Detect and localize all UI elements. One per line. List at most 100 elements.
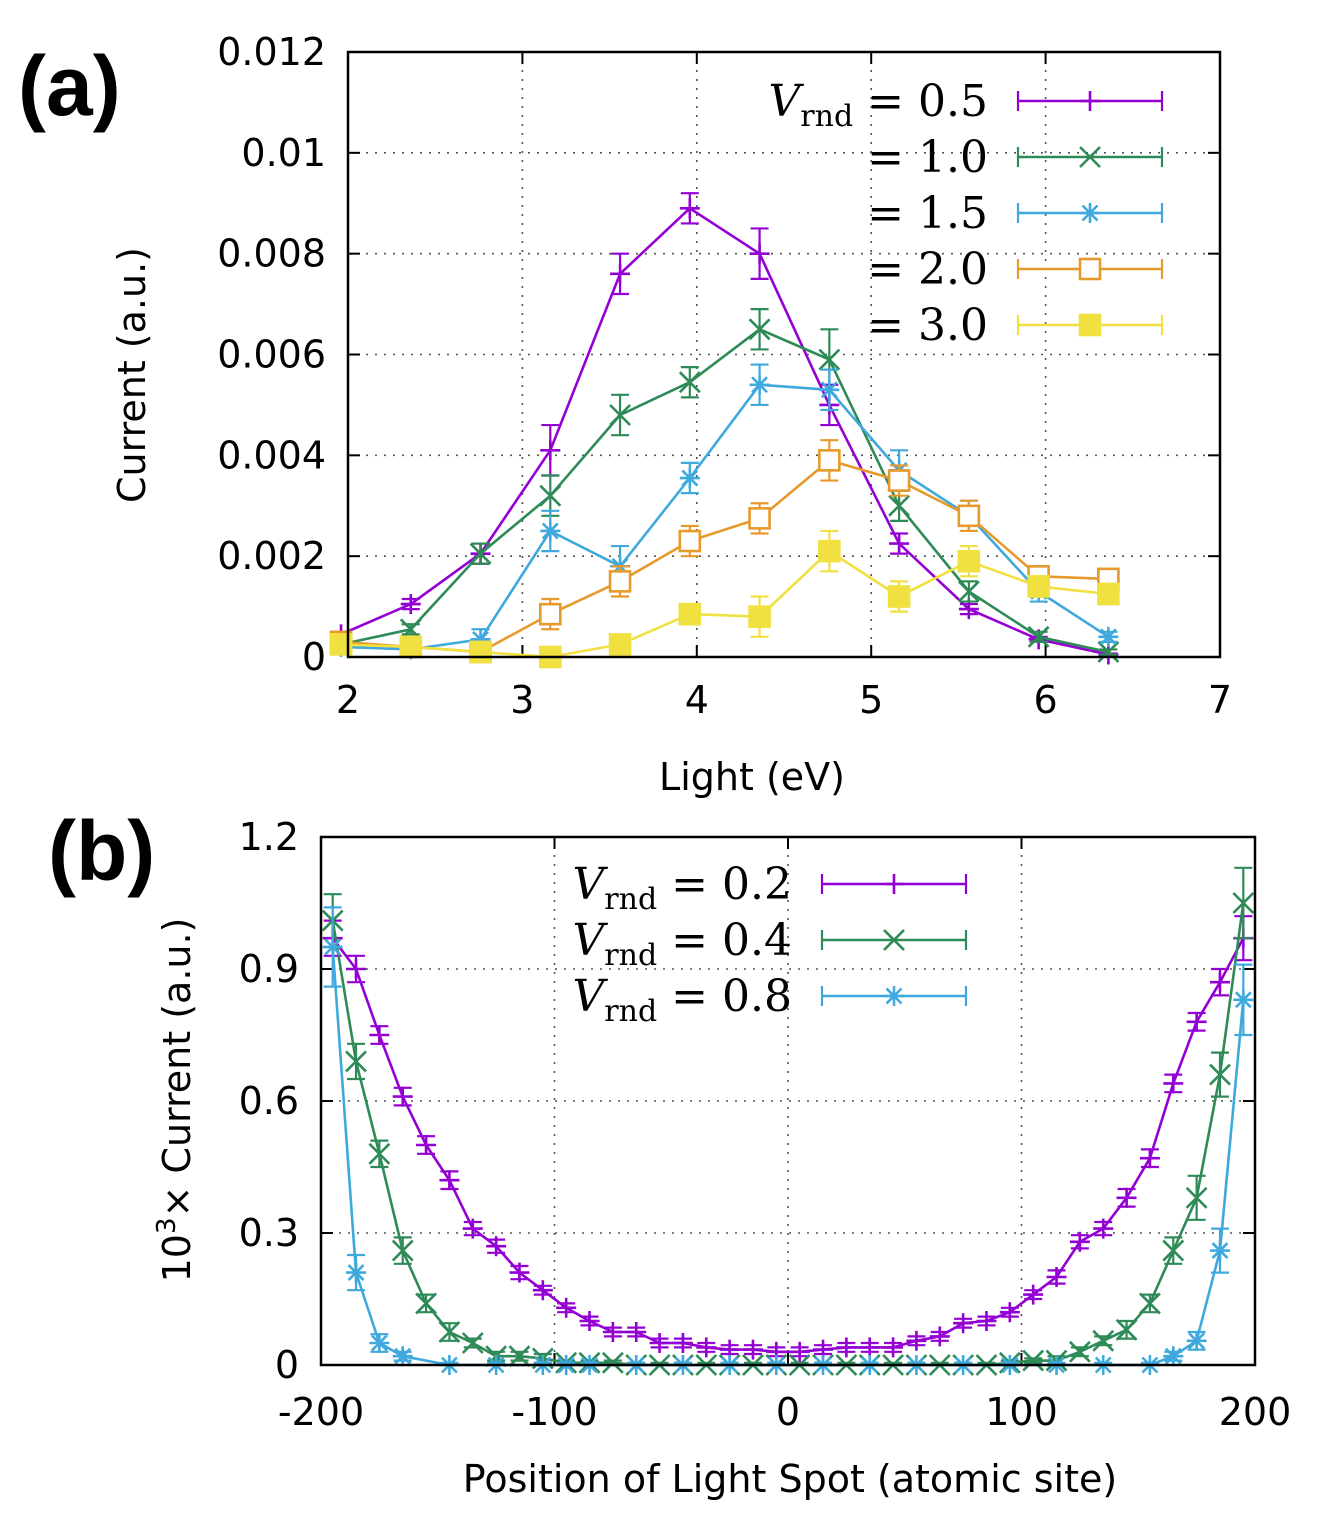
a-series-0 <box>331 192 1119 665</box>
a-point-1-9 <box>957 580 980 603</box>
a-point-1-2-d2 <box>469 542 492 565</box>
a-point-1-10-d2 <box>1027 625 1050 648</box>
b-legend-sub-0: rnd <box>604 882 657 917</box>
b-ytick-label-3: 0.9 <box>239 947 299 991</box>
a-point-1-6-d2 <box>748 318 771 341</box>
b-point-2-21 <box>1163 1346 1184 1367</box>
a-point-4-6 <box>748 605 771 628</box>
b-point-2-22 <box>1186 1330 1207 1351</box>
a-legend-label-2: = 1.5 <box>867 188 988 239</box>
a-series-1-line <box>340 327 1109 654</box>
b-point-2-3 <box>392 1346 413 1367</box>
a-legend-marker-3-box <box>1078 257 1102 281</box>
a-point-3-7-box <box>818 449 841 472</box>
a-legend-var-0: V <box>769 76 805 127</box>
a-point-4-11 <box>1097 582 1120 606</box>
a-point-0-6 <box>749 243 770 264</box>
b-point-1-3-d2 <box>391 1239 414 1262</box>
b-point-2-2 <box>369 1333 390 1353</box>
a-legend-item-1: = 1.0 <box>867 132 1164 183</box>
a-point-4-9 <box>957 549 981 573</box>
b-legend-label-2: Vrnd = 0.8 <box>573 971 792 1029</box>
a-xtick-label-2: 4 <box>685 678 709 722</box>
a-point-1-8 <box>888 494 911 517</box>
a-point-2-6-d2 <box>751 376 769 394</box>
b-point-1-2-d2 <box>368 1142 391 1165</box>
b-point-0-11 <box>579 1311 600 1331</box>
b-point-2-0-d2 <box>324 938 342 956</box>
b-legend-label-1: Vrnd = 0.4 <box>573 915 792 973</box>
panel-b-ylabel: 103× Current (a.u.) <box>152 918 199 1283</box>
a-point-4-5 <box>678 602 702 626</box>
a-point-4-9-box <box>957 549 981 573</box>
b-point-0-26 <box>929 1326 950 1347</box>
a-legend-rest-1: = 1.0 <box>867 132 988 183</box>
b-point-0-29 <box>999 1302 1020 1323</box>
a-point-1-3-d2 <box>539 484 562 507</box>
a-point-3-7 <box>818 449 841 472</box>
a-point-4-11-box <box>1097 582 1120 606</box>
b-point-2-23 <box>1209 1240 1230 1261</box>
a-ytick-label-2: 0.004 <box>217 433 326 477</box>
a-point-3-3-box <box>539 602 562 626</box>
panel-b-frame <box>319 835 1257 1367</box>
b-legend-marker-1 <box>883 929 905 951</box>
a-legend-rest-2: = 1.5 <box>867 188 988 239</box>
a-legend-label-1: = 1.0 <box>867 132 988 183</box>
b-point-0-31 <box>1046 1267 1067 1287</box>
panel-a-frame <box>346 50 1222 659</box>
b-point-1-38 <box>1209 1063 1231 1086</box>
b-point-1-1 <box>345 1050 367 1073</box>
panel-b-xlabel: Position of Light Spot (atomic site) <box>463 1457 1117 1501</box>
b-legend-marker-2 <box>884 986 904 1006</box>
a-point-1-5-d2 <box>678 371 701 394</box>
a-xtick-label-3: 5 <box>859 678 883 722</box>
panel-b-ylabel-sup: 3 <box>152 1218 182 1235</box>
a-point-3-6-box <box>748 507 771 530</box>
b-point-0-34 <box>1116 1187 1137 1208</box>
panel-a-ticks: 2 3 4 5 6 7 0 0.002 0.004 0.006 0.008 0.01 0.012 <box>217 30 1232 722</box>
b-point-0-32 <box>1069 1231 1090 1252</box>
b-legend-label-0: Vrnd = 0.2 <box>573 859 792 917</box>
a-legend-label-3: = 2.0 <box>867 244 988 295</box>
b-point-1-2 <box>368 1142 391 1165</box>
a-point-4-0 <box>329 633 353 656</box>
b-point-2-23-d2 <box>1211 1242 1229 1260</box>
a-ytick-label-0: 0 <box>302 635 326 679</box>
a-point-3-4 <box>608 570 632 593</box>
b-point-1-6 <box>461 1332 484 1354</box>
a-ytick-label-3: 0.006 <box>217 333 326 377</box>
a-point-1-3 <box>539 484 562 507</box>
b-point-0-16 <box>696 1337 717 1358</box>
b-legend-rest-1: = 0.4 <box>657 915 792 966</box>
a-point-2-11-d2 <box>1099 628 1117 646</box>
panel-a-series <box>329 192 1120 669</box>
b-point-0-25 <box>906 1330 927 1351</box>
b-legend-marker-0 <box>884 874 904 894</box>
b-point-1-3 <box>391 1239 414 1262</box>
b-point-1-8 <box>508 1345 531 1368</box>
b-xtick-label-0: -200 <box>278 1390 364 1434</box>
b-point-0-36 <box>1163 1073 1184 1094</box>
a-point-1-10 <box>1027 625 1050 648</box>
b-point-0-7 <box>486 1236 507 1257</box>
a-legend-item-0: Vrnd = 0.5 <box>769 76 1164 134</box>
a-xtick-label-5: 7 <box>1208 678 1232 722</box>
panel-a-legend: Vrnd = 0.5= 1.0= 1.5= 2.0= 3.0 <box>769 76 1164 351</box>
a-legend-marker-4-box <box>1078 313 1102 337</box>
a-point-4-1 <box>399 635 423 659</box>
a-point-2-7 <box>819 379 840 400</box>
a-point-3-5-box <box>678 529 702 553</box>
panel-b-ylabel-rest: × Current (a.u.) <box>155 918 199 1218</box>
b-point-0-14 <box>649 1333 670 1353</box>
a-point-1-9-d2 <box>957 580 980 603</box>
a-point-1-5 <box>678 371 701 394</box>
b-point-0-3 <box>392 1086 413 1107</box>
a-xtick-label-1: 3 <box>510 678 534 722</box>
a-point-2-3 <box>540 520 561 541</box>
b-point-1-5 <box>438 1321 461 1343</box>
a-point-4-2 <box>469 640 492 664</box>
a-xtick-label-0: 2 <box>336 678 360 722</box>
b-point-0-10 <box>556 1297 577 1318</box>
a-point-1-4-d2 <box>609 404 631 426</box>
